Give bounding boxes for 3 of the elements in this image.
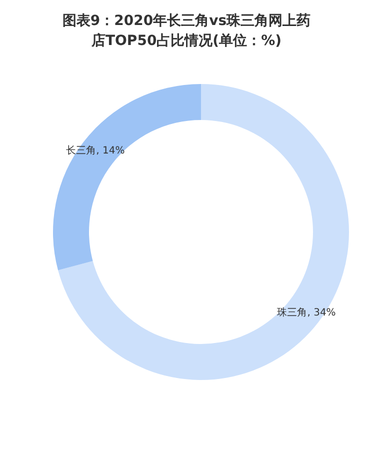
chart-title: 图表9：2020年长三角vs珠三角网上药店TOP50占比情况(单位：%) [62, 13, 311, 49]
slice-label: 长三角, 14% [66, 144, 125, 157]
slice-label: 珠三角, 34% [277, 306, 336, 318]
